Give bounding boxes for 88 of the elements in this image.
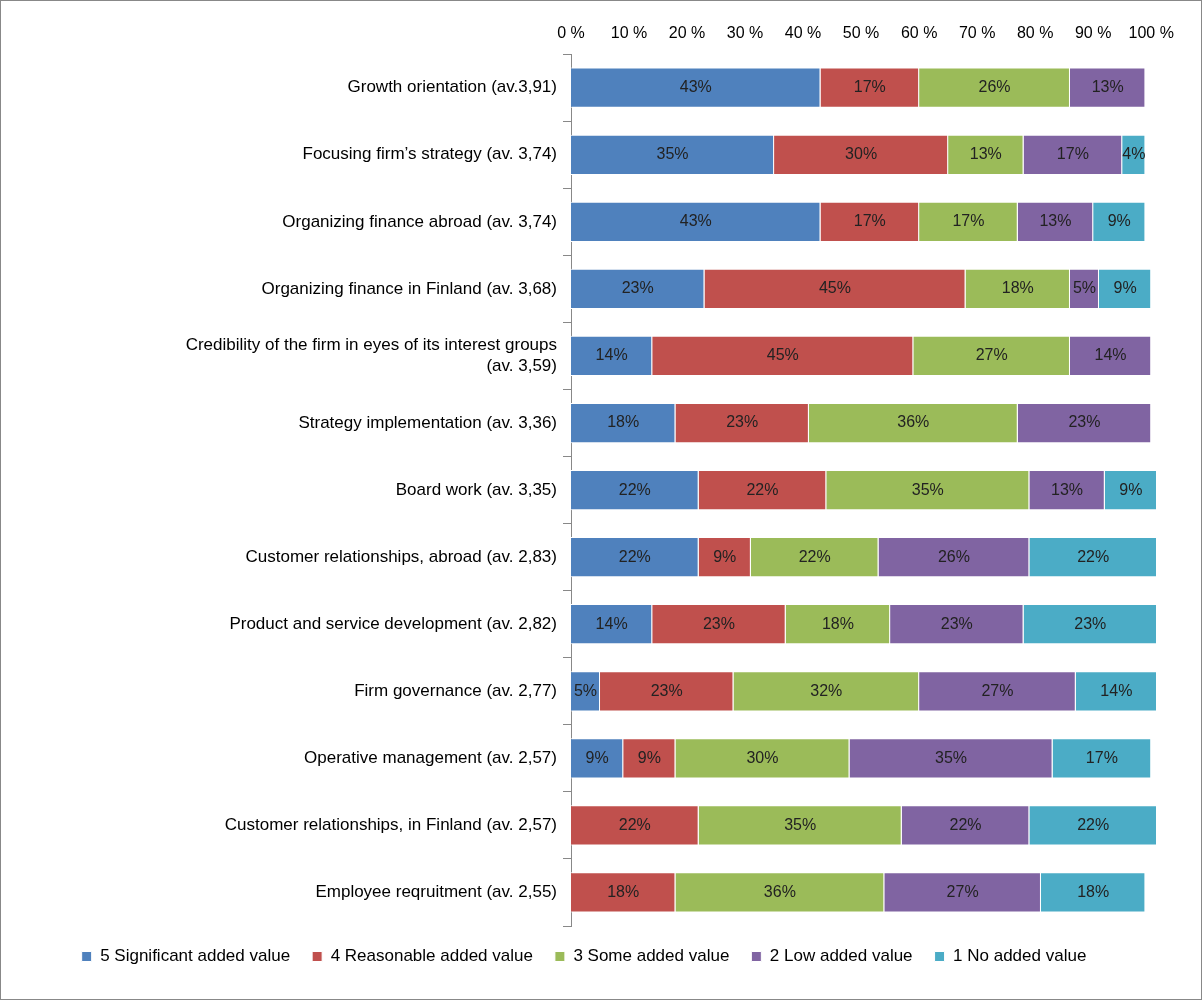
x-tick-label: 10 % (610, 24, 648, 42)
data-label: 22% (618, 480, 651, 498)
data-label: 43% (679, 212, 712, 230)
x-tick-label: 60 % (900, 24, 938, 42)
y-tick-label: Growth orientation (av.3,91) (347, 77, 557, 97)
data-label: 22% (1077, 815, 1110, 833)
data-label: 23% (650, 681, 683, 699)
data-label: 26% (937, 547, 970, 565)
x-tick-label: 0 % (557, 24, 585, 42)
data-label: 14% (1094, 346, 1127, 364)
data-label: 43% (679, 78, 712, 96)
data-label: 23% (940, 614, 973, 632)
x-tick-label: 40 % (784, 24, 822, 42)
data-label: 27% (946, 882, 979, 900)
legend-label: 3 Some added value (573, 946, 730, 966)
legend-label: 4 Reasonable added value (330, 946, 533, 966)
data-label: 26% (978, 78, 1011, 96)
data-label: 22% (949, 815, 982, 833)
y-tick-label: Product and service development (av. 2,82) (229, 613, 557, 633)
data-label: 45% (766, 346, 799, 364)
data-label: 23% (621, 279, 654, 297)
y-tick-label: Focusing firm’s strategy (av. 3,74) (302, 144, 557, 164)
legend-label: 1 No added value (953, 946, 1087, 966)
x-tick-label: 30 % (726, 24, 764, 42)
data-label: 17% (952, 212, 985, 230)
data-label: 36% (897, 413, 930, 431)
data-label: 9% (637, 748, 661, 766)
data-label: 18% (1001, 279, 1034, 297)
data-label: 32% (810, 681, 843, 699)
data-label: 35% (656, 145, 689, 163)
data-label: 22% (1077, 547, 1110, 565)
x-tick-label: 80 % (1016, 24, 1054, 42)
data-label: 5% (1072, 279, 1097, 297)
data-label: 23% (702, 614, 735, 632)
data-label: 17% (1056, 145, 1089, 163)
data-label: 9% (1119, 480, 1143, 498)
data-label: 18% (1077, 882, 1110, 900)
data-label: 9% (585, 748, 609, 766)
y-tick-label: Credibility of the firm in eyes of its interest groups (av. 3,59) (185, 335, 557, 375)
data-label: 9% (1113, 279, 1137, 297)
legend-label: 5 Significant added value (100, 946, 291, 966)
data-label: 45% (818, 279, 852, 297)
data-label: 18% (821, 614, 854, 632)
data-label: 17% (853, 212, 886, 230)
x-tick-label: 50 % (842, 24, 880, 42)
x-tick-label: 20 % (668, 24, 706, 42)
data-label: 13% (1039, 212, 1072, 230)
data-label: 17% (1085, 748, 1118, 766)
data-label: 9% (713, 547, 737, 565)
data-label: 23% (1068, 413, 1101, 431)
y-tick-label: Organizing finance in Finland (av. 3,68) (261, 278, 557, 298)
y-tick-label: Employee reqruitment (av. 2,55) (315, 882, 557, 902)
data-label: 13% (969, 145, 1002, 163)
y-tick-label: Organizing finance abroad (av. 3,74) (282, 211, 557, 231)
y-tick-label: Customer relationships, in Finland (av. 2,57) (224, 815, 557, 835)
data-label: 23% (726, 413, 759, 431)
y-tick-label: Operative management (av. 2,57) (304, 748, 557, 768)
data-label: 14% (595, 614, 628, 632)
y-tick-label: Board work (av. 3,35) (395, 479, 557, 499)
data-label: 5% (573, 681, 598, 699)
data-label: 18% (607, 882, 640, 900)
data-label: 35% (784, 815, 817, 833)
data-label: 27% (975, 346, 1008, 364)
data-label: 14% (595, 346, 628, 364)
data-label: 14% (1100, 681, 1133, 699)
data-label: 23% (1074, 614, 1107, 632)
data-label: 27% (981, 681, 1014, 699)
data-label: 22% (618, 547, 651, 565)
data-label: 13% (1051, 480, 1084, 498)
y-tick-label: Strategy implementation (av. 3,36) (298, 412, 557, 432)
data-label: 18% (607, 413, 640, 431)
y-tick-label: Customer relationships, abroad (av. 2,83) (245, 546, 557, 566)
data-label: 13% (1091, 78, 1124, 96)
data-label: 22% (798, 547, 831, 565)
data-label: 30% (746, 748, 779, 766)
x-tick-label: 100 % (1128, 24, 1174, 42)
data-label: 9% (1107, 212, 1131, 230)
data-label: 36% (763, 882, 796, 900)
data-label: 30% (845, 145, 878, 163)
data-label: 22% (618, 815, 651, 833)
data-label: 17% (853, 78, 886, 96)
legend-label: 2 Low added value (769, 946, 913, 966)
data-label: 35% (935, 748, 968, 766)
x-tick-label: 90 % (1074, 24, 1112, 42)
x-tick-label: 70 % (958, 24, 996, 42)
data-label: 22% (746, 480, 779, 498)
y-tick-label: Firm governance (av. 2,77) (354, 680, 557, 700)
data-label: 35% (911, 480, 944, 498)
